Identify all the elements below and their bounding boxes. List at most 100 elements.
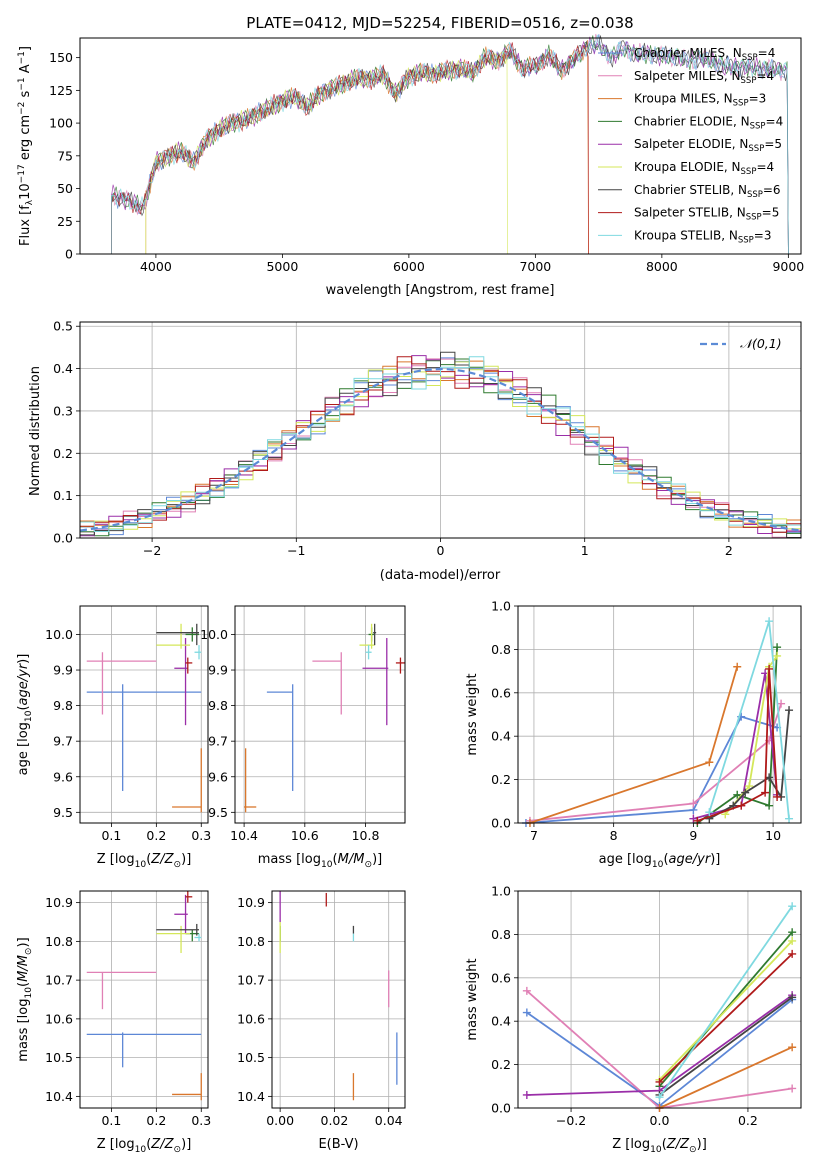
errorbar-point	[156, 623, 191, 649]
tick-label-x: 0.3	[191, 828, 211, 843]
weight-marker	[522, 986, 531, 995]
ylabel-part: 10	[18, 183, 33, 200]
label-part: ⊙	[364, 860, 372, 870]
tick-label-y: 100	[49, 116, 73, 131]
tick-label-y: 10.0	[45, 627, 73, 642]
legend-text: Kroupa STELIB, N	[634, 228, 738, 242]
label-part: ⊙	[174, 1145, 182, 1155]
tick-label-x: −1	[287, 543, 305, 558]
label-part: M/M	[338, 852, 365, 867]
legend-entry: Salpeter STELIB, NSSP=5	[634, 206, 779, 223]
label-part: (	[146, 1137, 151, 1152]
legend-entry: Kroupa STELIB, NSSP=3	[634, 228, 772, 245]
weight-marker	[741, 788, 750, 797]
x-axis-label: Z [log10​(Z/Z⊙​)]	[612, 1137, 707, 1155]
weight-marker	[785, 814, 794, 823]
x-axis-label: Z [log10​(Z/Z⊙​)]	[97, 852, 192, 870]
label-part: (	[333, 852, 338, 867]
tick-label-y: 9.8	[53, 698, 73, 713]
errorbar-point	[172, 1073, 202, 1101]
tick-label-y: 0.0	[491, 816, 511, 831]
histogram-xlabel: (data-model)/error	[380, 568, 501, 583]
y-axis-label: mass weight	[465, 673, 480, 755]
tick-label-x: 9	[689, 828, 697, 843]
tick-label-y: 10.4	[45, 1089, 73, 1104]
weight-marker	[773, 643, 782, 652]
label-part: ⊙	[174, 860, 182, 870]
tick-label-y: 0.5	[53, 319, 73, 334]
ylabel-part: −17	[17, 164, 27, 183]
tick-label-x: 1	[581, 543, 589, 558]
label-part: 10	[24, 710, 34, 722]
legend-sub: SSP	[741, 167, 757, 177]
label-part: ⊙	[24, 947, 34, 955]
legend-tail: =3	[754, 228, 772, 242]
tick-label-y: 9.5	[208, 805, 228, 820]
weight-marker	[655, 1093, 664, 1102]
tick-label-y: 0	[65, 247, 73, 262]
tick-label-x: 7000	[519, 259, 551, 274]
tick-label-y: 0.8	[491, 927, 511, 942]
tick-label-y: 0.6	[491, 685, 511, 700]
plot-frame	[271, 890, 406, 1109]
legend-sub: SSP	[742, 53, 758, 63]
tick-label-y: 1.0	[491, 884, 511, 899]
histogram-ylabel: Normed distribution	[28, 366, 43, 496]
legend-tail: =4	[756, 69, 774, 83]
errorbar-point	[362, 638, 389, 726]
tick-label-y: 10.6	[45, 1011, 73, 1026]
plot-frame	[79, 37, 802, 255]
weight-marker	[522, 1008, 531, 1017]
label-part: mass [log	[16, 999, 31, 1062]
legend-entry: Chabrier MILES, NSSP=4	[634, 46, 775, 63]
tick-label-y: 9.9	[208, 663, 228, 678]
weight-series-line	[658, 996, 793, 1096]
weight-marker	[788, 1043, 797, 1052]
tick-label-y: 0.4	[53, 361, 73, 376]
x-axis-label: Z [log10​(Z/Z⊙​)]	[97, 1137, 192, 1155]
label-part: (	[663, 852, 668, 867]
y-axis-label: mass [log10​(M/M⊙​)]	[16, 937, 34, 1061]
label-part: M/M	[16, 955, 31, 982]
weight-marker	[765, 617, 774, 626]
tick-label-y: 0.2	[53, 446, 73, 461]
tick-label-y: 25	[57, 214, 73, 229]
label-part: )]	[16, 937, 31, 947]
weight-marker	[733, 790, 742, 799]
tick-label-y: 0.6	[491, 970, 511, 985]
weight-marker	[777, 699, 786, 708]
weight-marker	[745, 782, 754, 791]
weight-series-line	[659, 1046, 793, 1109]
tick-label-x: 8	[610, 828, 618, 843]
tick-label-y: 0.8	[491, 642, 511, 657]
ylabel-part: s	[18, 90, 33, 101]
tick-label-x: 5000	[266, 259, 298, 274]
label-part: (	[16, 982, 31, 987]
tick-label-x: 0.0	[650, 1113, 670, 1128]
tick-label-y: 0.4	[491, 1014, 511, 1029]
histogram-series	[79, 356, 801, 538]
errorbar-point	[174, 894, 188, 934]
errorbar-point	[312, 652, 342, 715]
label-part: Z [log	[97, 1137, 135, 1152]
legend-tail: =5	[762, 206, 780, 220]
label-part: (	[16, 705, 31, 710]
spectrum-line	[111, 34, 789, 255]
tick-label-x: 0.04	[375, 1113, 403, 1128]
weight-series-line	[708, 710, 790, 820]
label-part: )]	[697, 1137, 707, 1152]
tick-label-y: 10.4	[237, 1089, 265, 1104]
legend-text: Kroupa ELODIE, N	[634, 160, 741, 174]
spectrum-ylabel: Flux [fλ​10−17​ erg cm−2​ s−1​ A−1​]	[17, 46, 35, 246]
legend-entry: Chabrier STELIB, NSSP=6	[634, 183, 781, 200]
label-part: Z/Z	[150, 852, 174, 867]
label-part: Z/Z	[666, 1137, 690, 1152]
legend-entry: 𝒩(0,1)	[740, 336, 782, 351]
tick-label-x: −2	[143, 543, 161, 558]
errorbar-point	[172, 748, 202, 813]
tick-label-x: 8000	[646, 259, 678, 274]
label-part: Z [log	[612, 1137, 650, 1152]
age-vs-metallicity-panel: 0.1 0.2 0.3 9.5 9.6 9.7 9.8 9.9 10.0 Z [log10​(Z/…	[16, 605, 211, 870]
tick-label-y: 9.5	[53, 805, 73, 820]
residual-histogram-panel: −2 −1 0 1 2 0.0 0.1 0.2 0.3 0.4 0.5 𝒩(0,1) (data-mo…	[28, 319, 802, 583]
